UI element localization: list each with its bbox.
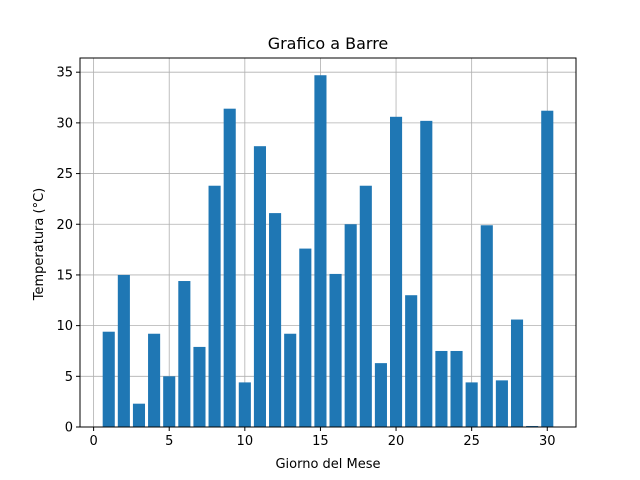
bars: [102, 75, 554, 428]
bar: [495, 380, 508, 427]
bar: [344, 224, 357, 427]
bar: [405, 295, 418, 427]
bar: [148, 333, 161, 427]
bar: [329, 273, 342, 427]
bar: [435, 350, 448, 427]
bar: [238, 382, 251, 427]
bar: [510, 319, 524, 427]
bar: [163, 376, 176, 427]
bar: [450, 350, 463, 427]
bar: [223, 108, 236, 427]
bar: [359, 185, 372, 427]
x-tick-label: 20: [388, 434, 405, 449]
y-tick-label: 10: [56, 319, 73, 334]
bar: [208, 185, 221, 427]
bar: [526, 425, 539, 427]
y-tick-label: 30: [56, 116, 73, 131]
bar: [420, 120, 433, 427]
bar: [117, 274, 130, 427]
plot-frame: [79, 57, 577, 428]
x-tick-label: 0: [89, 434, 97, 449]
x-axis-ticks: 0 5 10 15 20 25 30: [89, 427, 556, 449]
y-tick-label: 35: [56, 66, 73, 81]
bar: [465, 382, 478, 427]
y-tick-label: 5: [65, 370, 73, 385]
bar: [314, 75, 327, 427]
bar: [480, 225, 493, 427]
bar: [193, 346, 206, 427]
x-tick-label: 25: [463, 434, 480, 449]
bar: [253, 146, 266, 427]
y-tick-label: 0: [65, 421, 73, 436]
y-axis-ticks: 0 5 10 15 20 25 30 35: [56, 66, 80, 436]
x-axis-label: Giorno del Mese: [275, 457, 380, 472]
bar: [178, 281, 191, 427]
y-tick-label: 25: [56, 167, 73, 182]
y-tick-label: 15: [56, 268, 73, 283]
y-axis-label: Temperatura (°C): [32, 188, 47, 301]
bar: [390, 116, 403, 428]
x-tick-label: 30: [539, 434, 556, 449]
bar: [132, 403, 146, 427]
bar: [541, 110, 554, 427]
bar: [269, 213, 282, 427]
x-tick-label: 10: [237, 434, 254, 449]
bar: [284, 333, 297, 427]
bar: [102, 331, 115, 427]
y-tick-label: 20: [56, 218, 73, 233]
bar: [374, 363, 387, 427]
x-tick-label: 15: [312, 434, 329, 449]
x-tick-label: 5: [165, 434, 173, 449]
bar: [299, 248, 312, 427]
chart-title: Grafico a Barre: [268, 34, 389, 53]
